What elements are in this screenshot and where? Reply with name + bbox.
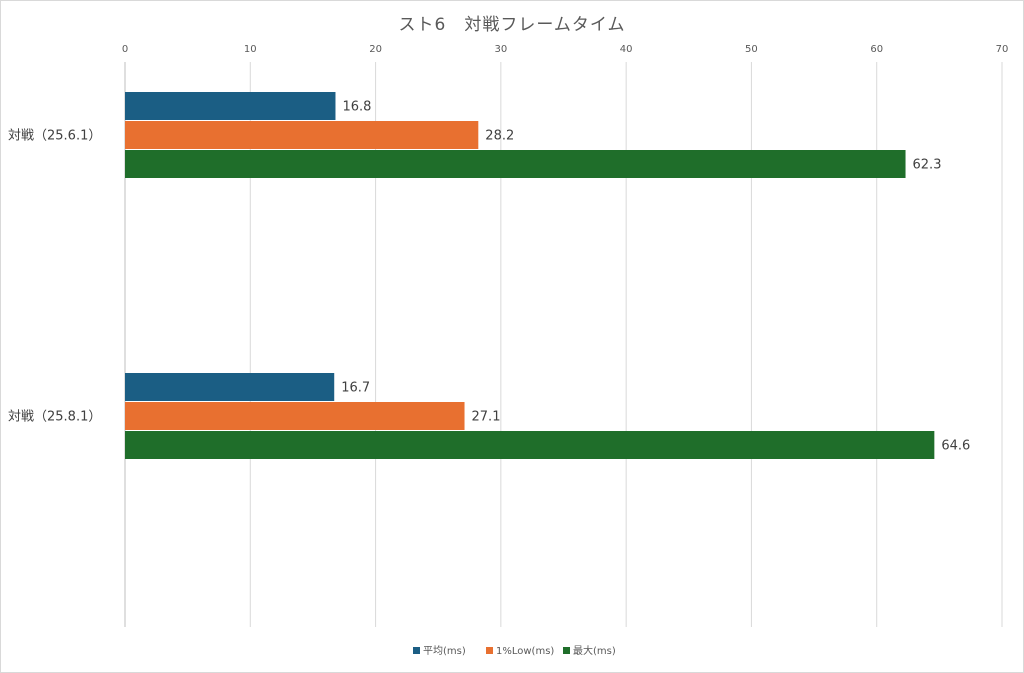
x-tick-label: 70: [996, 44, 1009, 55]
legend-label-3: 最大(ms): [573, 644, 616, 657]
bar-avg-2: [125, 373, 335, 401]
category-labels: 対戦（25.6.1） 対戦（25.8.1）: [8, 129, 101, 425]
legend: 平均(ms) 1%Low(ms) 最大(ms): [413, 644, 616, 657]
bar-low1-2: [125, 402, 465, 430]
data-labels: 16.8 28.2 62.3 16.7 27.1 64.6: [341, 100, 970, 454]
data-label: 16.7: [341, 381, 370, 396]
category-label-2: 対戦（25.8.1）: [8, 410, 101, 425]
x-tick-label: 40: [620, 44, 633, 55]
x-tick-label: 20: [369, 44, 382, 55]
data-label: 64.6: [941, 439, 970, 454]
data-label: 16.8: [342, 100, 371, 115]
x-tick-label: 0: [122, 44, 128, 55]
bars: [125, 92, 935, 459]
bar-low1-1: [125, 121, 479, 149]
x-tick-label: 50: [745, 44, 758, 55]
legend-swatch-3: [563, 647, 570, 654]
x-tick-label: 60: [870, 44, 883, 55]
legend-swatch-2: [486, 647, 493, 654]
legend-swatch-1: [413, 647, 420, 654]
data-label: 28.2: [485, 129, 514, 144]
bar-avg-1: [125, 92, 336, 120]
data-label: 62.3: [913, 158, 942, 173]
data-label: 27.1: [472, 410, 501, 425]
bar-max-2: [125, 431, 935, 459]
bar-max-1: [125, 150, 906, 178]
x-tick-label: 30: [494, 44, 507, 55]
legend-label-1: 平均(ms): [423, 645, 466, 657]
legend-label-2: 1%Low(ms): [496, 646, 554, 657]
category-label-1: 対戦（25.6.1）: [8, 129, 101, 144]
chart-title: スト6 対戦フレームタイム: [398, 15, 626, 35]
x-axis-ticks: 0 10 20 30 40 50 60 70: [122, 44, 1009, 55]
x-tick-label: 10: [244, 44, 257, 55]
